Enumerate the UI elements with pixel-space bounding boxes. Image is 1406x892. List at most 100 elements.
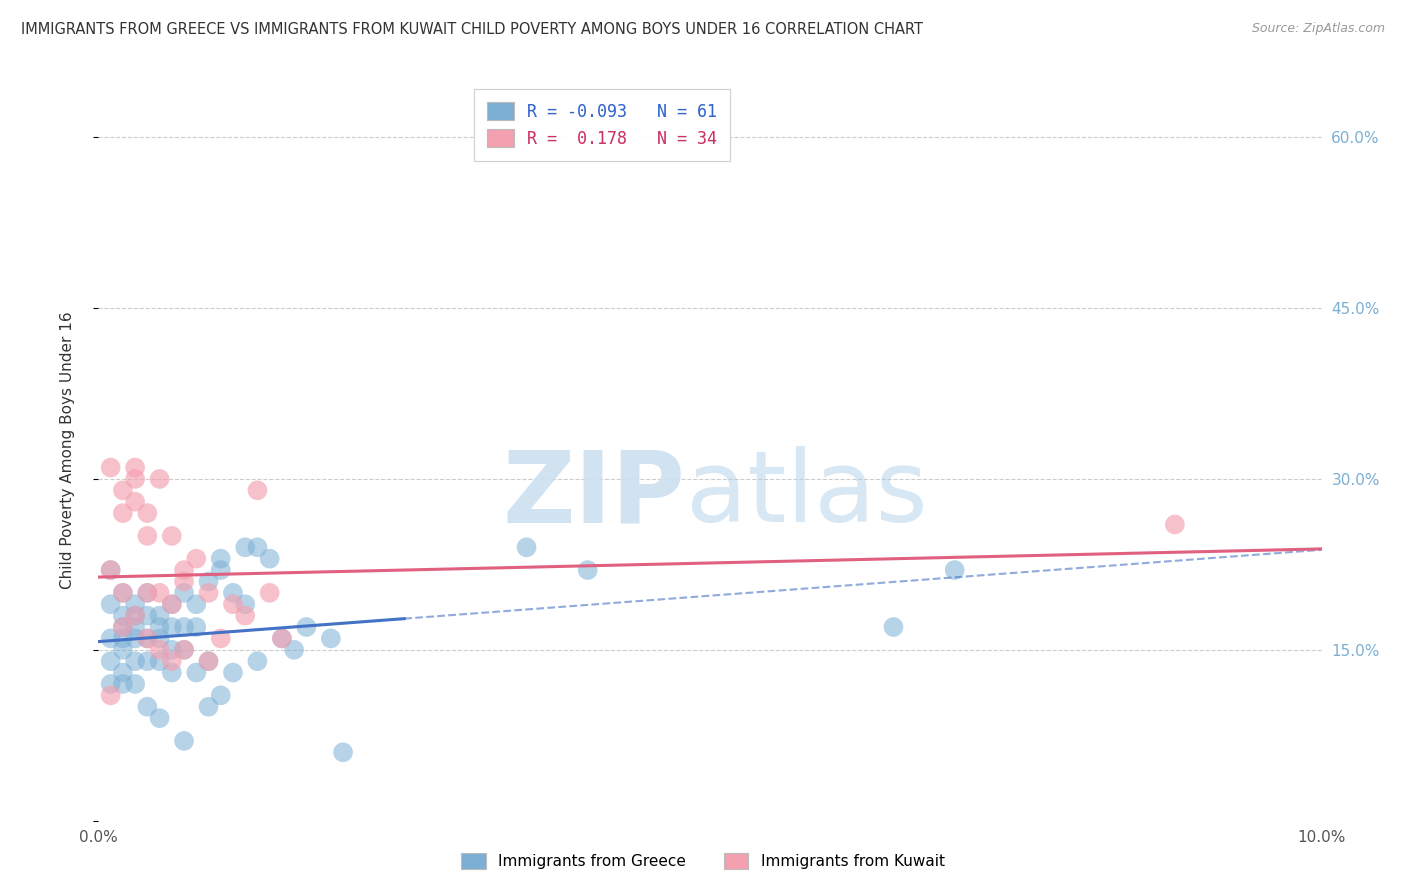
Legend: R = -0.093   N = 61, R =  0.178   N = 34: R = -0.093 N = 61, R = 0.178 N = 34 bbox=[474, 88, 730, 161]
Point bbox=[100, 563, 122, 577]
Point bbox=[197, 654, 219, 668]
Point bbox=[259, 551, 281, 566]
Point bbox=[516, 541, 538, 555]
Point bbox=[173, 642, 195, 657]
Point bbox=[100, 597, 122, 611]
Point bbox=[111, 665, 134, 680]
Point bbox=[136, 632, 159, 646]
Point bbox=[136, 608, 159, 623]
Point bbox=[136, 506, 159, 520]
Point bbox=[332, 745, 354, 759]
Point bbox=[186, 551, 208, 566]
Point bbox=[173, 586, 195, 600]
Point bbox=[124, 632, 146, 646]
Point bbox=[222, 665, 245, 680]
Point bbox=[197, 699, 219, 714]
Point bbox=[111, 586, 134, 600]
Point bbox=[100, 460, 122, 475]
Point bbox=[246, 483, 269, 498]
Text: IMMIGRANTS FROM GREECE VS IMMIGRANTS FROM KUWAIT CHILD POVERTY AMONG BOYS UNDER : IMMIGRANTS FROM GREECE VS IMMIGRANTS FRO… bbox=[21, 22, 924, 37]
Point bbox=[100, 632, 122, 646]
Point bbox=[100, 689, 122, 703]
Point bbox=[197, 586, 219, 600]
Point bbox=[576, 563, 599, 577]
Point bbox=[124, 494, 146, 508]
Point bbox=[160, 665, 183, 680]
Point bbox=[283, 642, 305, 657]
Point bbox=[209, 632, 232, 646]
Point bbox=[197, 654, 219, 668]
Point bbox=[295, 620, 318, 634]
Point bbox=[160, 654, 183, 668]
Point bbox=[111, 677, 134, 691]
Point bbox=[111, 608, 134, 623]
Point bbox=[319, 632, 342, 646]
Point bbox=[233, 608, 256, 623]
Point bbox=[173, 574, 195, 589]
Point bbox=[149, 620, 172, 634]
Point bbox=[124, 460, 146, 475]
Point bbox=[124, 620, 146, 634]
Point bbox=[160, 529, 183, 543]
Point bbox=[160, 642, 183, 657]
Point bbox=[246, 654, 269, 668]
Point bbox=[222, 586, 245, 600]
Point bbox=[173, 620, 195, 634]
Point bbox=[186, 620, 208, 634]
Text: atlas: atlas bbox=[686, 446, 927, 543]
Point bbox=[149, 711, 172, 725]
Text: Source: ZipAtlas.com: Source: ZipAtlas.com bbox=[1251, 22, 1385, 36]
Point bbox=[160, 597, 183, 611]
Point bbox=[233, 541, 256, 555]
Point bbox=[209, 689, 232, 703]
Point bbox=[111, 483, 134, 498]
Point bbox=[100, 654, 122, 668]
Point bbox=[943, 563, 966, 577]
Point bbox=[160, 620, 183, 634]
Point bbox=[149, 654, 172, 668]
Point bbox=[222, 597, 245, 611]
Point bbox=[883, 620, 905, 634]
Point bbox=[136, 699, 159, 714]
Point bbox=[233, 597, 256, 611]
Point bbox=[136, 586, 159, 600]
Point bbox=[270, 632, 292, 646]
Point bbox=[149, 642, 172, 657]
Point bbox=[1164, 517, 1187, 532]
Point bbox=[111, 632, 134, 646]
Point bbox=[186, 597, 208, 611]
Point bbox=[136, 654, 159, 668]
Point bbox=[173, 563, 195, 577]
Point bbox=[160, 597, 183, 611]
Point bbox=[173, 734, 195, 748]
Point bbox=[111, 586, 134, 600]
Point bbox=[124, 608, 146, 623]
Point bbox=[111, 642, 134, 657]
Point bbox=[246, 541, 269, 555]
Y-axis label: Child Poverty Among Boys Under 16: Child Poverty Among Boys Under 16 bbox=[60, 311, 75, 590]
Point bbox=[149, 608, 172, 623]
Point bbox=[197, 574, 219, 589]
Point bbox=[100, 677, 122, 691]
Point bbox=[124, 654, 146, 668]
Point bbox=[149, 472, 172, 486]
Point bbox=[111, 506, 134, 520]
Point bbox=[270, 632, 292, 646]
Point bbox=[124, 608, 146, 623]
Point bbox=[149, 586, 172, 600]
Point bbox=[124, 472, 146, 486]
Text: ZIP: ZIP bbox=[503, 446, 686, 543]
Legend: Immigrants from Greece, Immigrants from Kuwait: Immigrants from Greece, Immigrants from … bbox=[456, 847, 950, 875]
Point bbox=[124, 677, 146, 691]
Point bbox=[259, 586, 281, 600]
Point bbox=[111, 620, 134, 634]
Point bbox=[100, 563, 122, 577]
Point bbox=[209, 551, 232, 566]
Point bbox=[186, 665, 208, 680]
Point bbox=[124, 597, 146, 611]
Point bbox=[173, 642, 195, 657]
Point bbox=[149, 632, 172, 646]
Point bbox=[136, 529, 159, 543]
Point bbox=[136, 632, 159, 646]
Point bbox=[209, 563, 232, 577]
